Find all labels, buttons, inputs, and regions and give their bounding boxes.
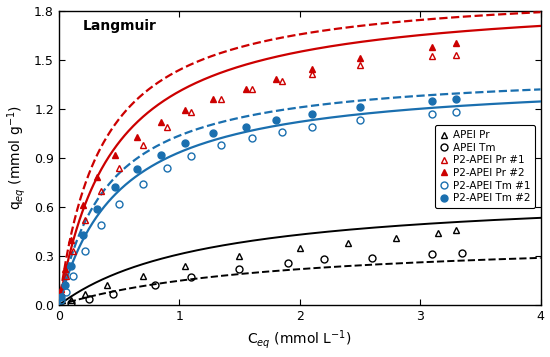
Text: Langmuir: Langmuir (83, 19, 157, 34)
Legend: APEI Pr, APEI Tm, P2-APEI Pr #1, P2-APEI Pr #2, P2-APEI Tm #1, P2-APEI Tm #2: APEI Pr, APEI Tm, P2-APEI Pr #1, P2-APEI… (435, 125, 535, 208)
Y-axis label: q$_{eq}$ (mmol g$^{-1}$): q$_{eq}$ (mmol g$^{-1}$) (6, 105, 29, 210)
X-axis label: C$_{eq}$ (mmol L$^{-1}$): C$_{eq}$ (mmol L$^{-1}$) (248, 328, 352, 351)
